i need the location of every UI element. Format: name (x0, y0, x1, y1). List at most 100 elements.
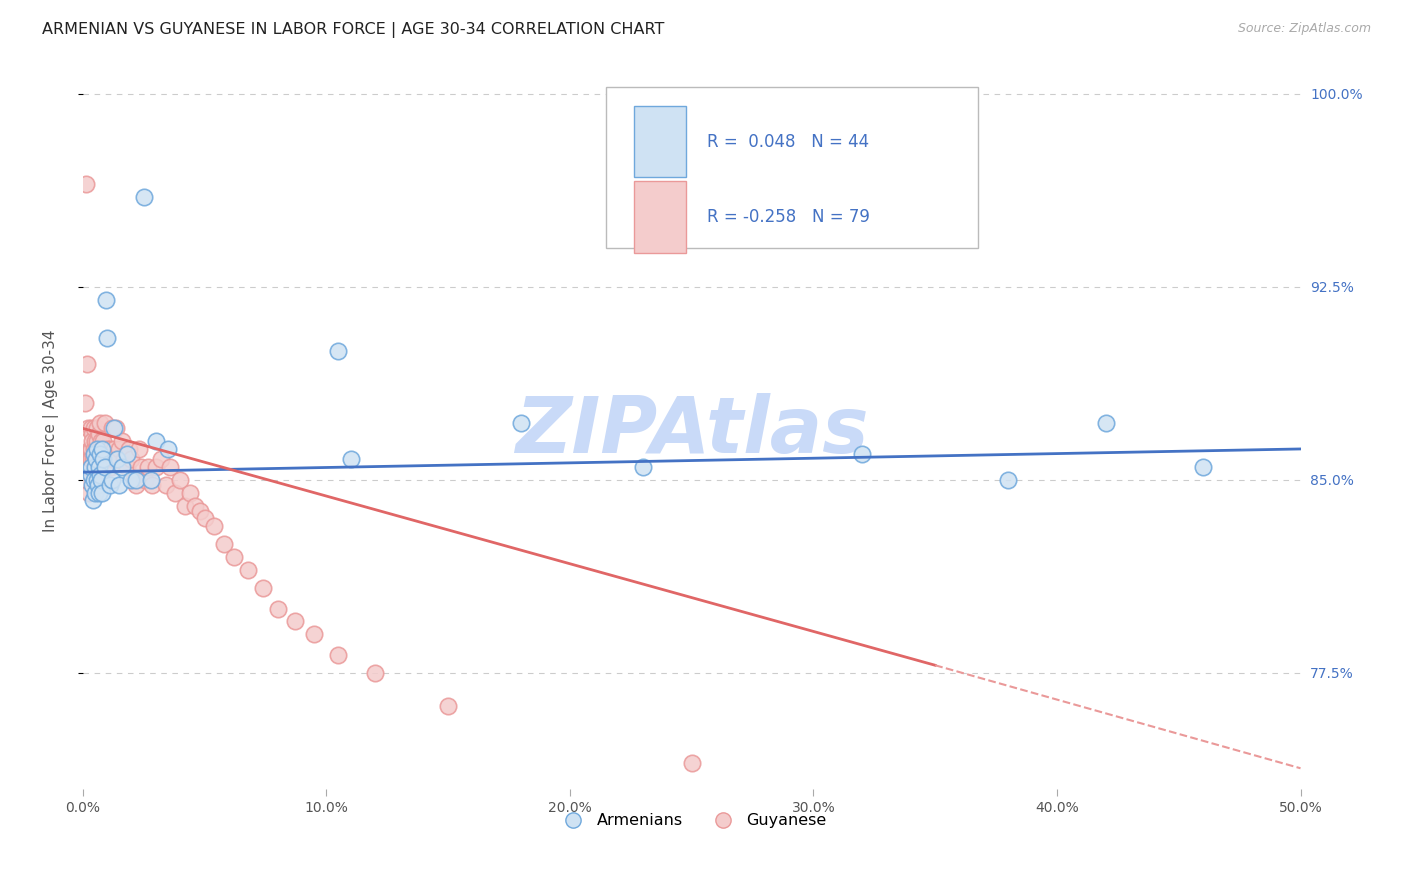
Point (89, 467, 111, 482)
Point (118, 442, 141, 456)
Text: Source: ZipAtlas.com: Source: ZipAtlas.com (1237, 22, 1371, 36)
Point (364, 665, 387, 680)
Point (83, 447, 105, 461)
Point (77, 485, 100, 500)
Point (103, 421, 125, 435)
Point (328, 648, 350, 662)
Point (82, 452, 104, 467)
Point (79, 442, 101, 456)
Point (284, 615, 307, 629)
Point (100, 460, 122, 475)
Point (91, 485, 114, 500)
Point (90, 473, 112, 487)
Point (132, 189, 155, 203)
Point (165, 485, 187, 500)
Point (76, 357, 98, 371)
FancyBboxPatch shape (606, 87, 977, 248)
Point (328, 344, 350, 359)
Point (193, 511, 215, 525)
Point (159, 460, 181, 475)
Point (75, 395, 97, 409)
Point (141, 478, 163, 492)
Point (90, 452, 112, 467)
Point (77, 421, 100, 435)
Point (997, 473, 1019, 487)
Point (156, 442, 179, 456)
Point (84, 460, 107, 475)
Point (94, 293, 117, 307)
Point (93, 460, 115, 475)
Point (84, 442, 107, 456)
Point (79, 452, 101, 467)
Point (139, 473, 162, 487)
Point (90, 442, 112, 456)
Bar (634, 106, 686, 178)
Point (98, 478, 121, 492)
Point (80, 426, 103, 441)
Point (188, 504, 211, 518)
Point (179, 485, 201, 500)
Text: R =  0.048   N = 44: R = 0.048 N = 44 (707, 133, 869, 151)
Text: ARMENIAN VS GUYANESE IN LABOR FORCE | AGE 30-34 CORRELATION CHART: ARMENIAN VS GUYANESE IN LABOR FORCE | AG… (42, 22, 665, 38)
Legend: Armenians, Guyanese: Armenians, Guyanese (550, 806, 834, 835)
Point (87, 478, 110, 492)
Point (108, 478, 131, 492)
Point (96, 442, 118, 456)
Point (681, 756, 703, 771)
Point (84, 434, 107, 449)
Point (89, 447, 111, 461)
Point (111, 460, 134, 475)
Point (79, 442, 101, 456)
Point (75, 177, 97, 191)
Point (101, 452, 124, 467)
Point (125, 473, 148, 487)
Point (86, 434, 108, 449)
Point (86, 442, 108, 456)
Point (266, 601, 288, 615)
Point (631, 460, 654, 475)
Point (149, 452, 172, 467)
Point (76, 447, 98, 461)
Point (212, 537, 235, 551)
Point (80, 452, 103, 467)
Point (138, 460, 160, 475)
Point (83, 473, 105, 487)
Point (83, 421, 105, 435)
Point (105, 452, 128, 467)
Point (174, 499, 197, 513)
Point (155, 478, 177, 492)
Point (84, 452, 107, 467)
Point (339, 452, 361, 467)
Point (82, 478, 104, 492)
Point (87, 460, 110, 475)
Point (84, 452, 107, 467)
Point (80, 421, 103, 435)
Point (89, 416, 111, 430)
Point (238, 563, 260, 577)
Point (93, 452, 115, 467)
Point (93, 416, 115, 430)
Point (125, 478, 148, 492)
Point (90, 434, 112, 449)
Point (108, 442, 131, 456)
Point (96, 331, 118, 345)
Point (82, 434, 104, 449)
Point (84, 485, 107, 500)
Point (145, 434, 167, 449)
Point (1192, 460, 1215, 475)
Point (86, 473, 108, 487)
Point (79, 467, 101, 482)
Point (129, 460, 152, 475)
Point (111, 434, 134, 449)
Point (510, 416, 533, 430)
Point (91, 442, 114, 456)
Point (1094, 416, 1116, 430)
Point (80, 460, 103, 475)
Point (82, 493, 104, 508)
Point (101, 421, 124, 435)
Point (202, 519, 225, 533)
Point (103, 442, 125, 456)
Point (94, 452, 117, 467)
Point (87, 426, 110, 441)
Point (75, 473, 97, 487)
